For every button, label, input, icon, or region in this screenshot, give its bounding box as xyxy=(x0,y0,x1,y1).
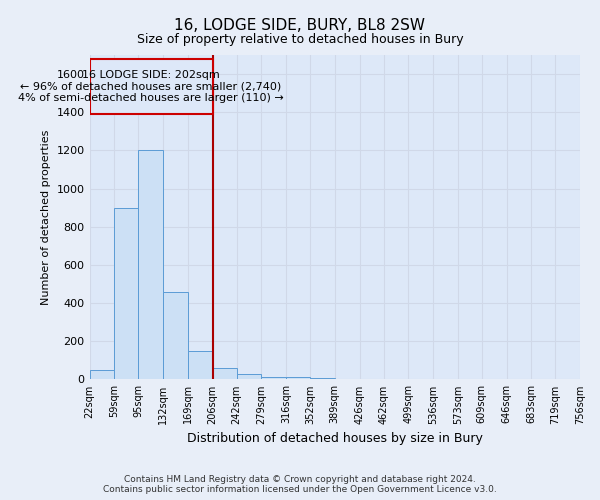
Bar xyxy=(286,376,310,380)
Bar xyxy=(89,370,115,380)
Text: 16 LODGE SIDE: 202sqm
← 96% of detached houses are smaller (2,740)
4% of semi-de: 16 LODGE SIDE: 202sqm ← 96% of detached … xyxy=(18,70,284,103)
Bar xyxy=(188,351,212,380)
Y-axis label: Number of detached properties: Number of detached properties xyxy=(41,130,51,305)
Bar xyxy=(262,376,286,380)
Bar xyxy=(115,208,139,380)
Bar xyxy=(163,292,188,380)
X-axis label: Distribution of detached houses by size in Bury: Distribution of detached houses by size … xyxy=(187,432,483,445)
Bar xyxy=(236,374,262,380)
Bar xyxy=(212,368,236,380)
Text: Contains HM Land Registry data © Crown copyright and database right 2024.
Contai: Contains HM Land Registry data © Crown c… xyxy=(103,475,497,494)
Text: 16, LODGE SIDE, BURY, BL8 2SW: 16, LODGE SIDE, BURY, BL8 2SW xyxy=(175,18,425,32)
Text: Size of property relative to detached houses in Bury: Size of property relative to detached ho… xyxy=(137,32,463,46)
Bar xyxy=(89,59,212,114)
Bar xyxy=(310,378,335,380)
Bar xyxy=(139,150,163,380)
